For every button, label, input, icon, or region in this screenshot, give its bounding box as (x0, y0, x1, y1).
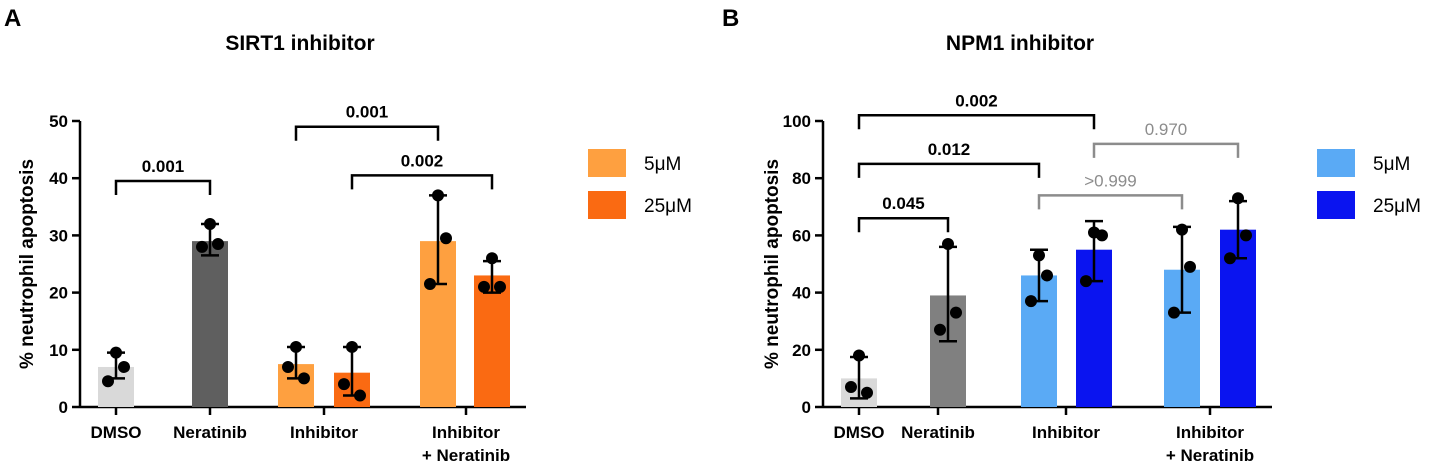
panel-b-data-point (845, 380, 857, 393)
panel-b-category-label: Neratinib (901, 423, 975, 442)
panel-a-data-point (282, 360, 294, 373)
panel-b-data-point (950, 306, 962, 319)
panel-b-y-tick-label: 80 (792, 169, 811, 188)
panel-b-category-label: Inhibitor (1032, 423, 1100, 442)
panel-a-data-point (118, 360, 130, 373)
panel-a-data-point (204, 217, 216, 230)
panel-a-category-label: DMSO (91, 423, 142, 442)
panel-b-data-point (1224, 252, 1236, 265)
panel-a-y-tick-label: 50 (49, 112, 68, 131)
panel-a-p-value-label: 0.001 (142, 157, 185, 176)
panel-a-data-point (212, 237, 224, 250)
panel-a-data-point (354, 389, 366, 402)
panel-a-data-point (478, 280, 490, 293)
panel-a-data-point (494, 280, 506, 293)
panel-b-category-label: Inhibitor (1176, 423, 1244, 442)
panel-b-data-point (934, 323, 946, 336)
panel-a-p-value-label: 0.001 (346, 103, 389, 122)
panel-b-data-point (1096, 229, 1108, 242)
panel-b-significance-bracket (857, 216, 950, 233)
panel-a-category-label: Inhibitor (290, 423, 358, 442)
panel-b-p-value-label: >0.999 (1084, 171, 1136, 190)
panel-a-y-tick-label: 10 (49, 341, 68, 360)
panel-a-data-point (298, 372, 310, 385)
panel-a-data-point (110, 346, 122, 359)
panel-b-data-point (1168, 306, 1180, 319)
panel-a-data-point (196, 240, 208, 253)
panel-a-significance-bracket (294, 125, 440, 141)
panel-b-legend-swatch (1317, 149, 1355, 177)
panel-b-p-value-label: 0.970 (1145, 120, 1188, 139)
panel-b-data-point (1184, 260, 1196, 273)
panel-a-significance-bracket (350, 174, 494, 190)
panel-a-data-point (486, 252, 498, 265)
panel-a-title: SIRT1 inhibitor (225, 32, 374, 55)
panel-b-letter: B (722, 5, 739, 32)
panel-a-legend-swatch (588, 149, 626, 177)
panel-a-y-tick-label: 30 (49, 226, 68, 245)
panel-b-significance-bracket (1037, 194, 1184, 210)
panel-a-data-point (102, 375, 114, 388)
panel-a-y-tick-label: 0 (59, 398, 68, 417)
panel-b-y-tick-label: 20 (792, 341, 811, 360)
panel-a-y-tick-label: 20 (49, 284, 68, 303)
panel-a-data-point (338, 378, 350, 391)
panel-b-data-point (942, 237, 954, 250)
panel-b-title: NPM1 inhibitor (946, 32, 1094, 55)
panel-b-data-point (1041, 269, 1053, 282)
panel-a-data-point (290, 340, 302, 353)
panel-b-data-point (853, 349, 865, 362)
panel-b-significance-bracket (857, 162, 1041, 178)
panel-b-y-tick-label: 0 (802, 398, 811, 417)
panel-b-significance-bracket (857, 114, 1096, 130)
panel-a-bar (192, 241, 228, 407)
panel-a-p-value-label: 0.002 (401, 151, 444, 170)
panel-a-letter: A (4, 5, 21, 32)
panel-b-legend-label: 5μM (1373, 154, 1410, 175)
panel-a-category-label: Inhibitor (432, 423, 500, 442)
panel-b-data-point (861, 386, 873, 399)
panel-b-p-value-label: 0.012 (928, 140, 971, 159)
panel-a-y-tick-label: 40 (49, 169, 68, 188)
panel-b-y-tick-label: 100 (783, 112, 811, 131)
panel-b-data-point (1240, 229, 1252, 242)
panel-a-data-point (432, 189, 444, 202)
panel-b-category-label: DMSO (834, 423, 885, 442)
panel-a-plot: 0 10 20 30 40 50 DMSO Neratinib Inhibitor Inhibit… (49, 103, 692, 465)
panel-b-y-axis-label: % neutrophil apoptosis (762, 159, 783, 369)
panel-b-legend-swatch (1317, 191, 1355, 219)
panel-a-data-point (424, 278, 436, 291)
panel-b-y-tick-label: 60 (792, 226, 811, 245)
panel-a-data-point (346, 340, 358, 353)
panel-b-legend-label: 25μM (1373, 196, 1421, 217)
panel-a-category-label: Neratinib (173, 423, 247, 442)
panel-b-data-point (1176, 223, 1188, 236)
panel-a-legend-swatch (588, 191, 626, 219)
panel-b-data-point (1033, 249, 1045, 262)
panel-b-p-value-label: 0.002 (955, 91, 998, 110)
panel-a-legend-label: 5μM (644, 154, 681, 175)
panel-b-significance-bracket (1092, 142, 1240, 158)
panel-b-data-point (1080, 275, 1092, 288)
panel-b-plot: 0 20 40 60 80 100 DMSO Neratinib Inhibitor Inhibi… (783, 91, 1421, 465)
panel-b-category-label: + Neratinib (1166, 446, 1254, 465)
panel-a-bar (474, 275, 510, 407)
panel-a-legend-label: 25μM (644, 196, 692, 217)
panel-b-y-tick-label: 40 (792, 284, 811, 303)
panel-a-data-point (440, 232, 452, 245)
panel-a-category-label: + Neratinib (422, 446, 510, 465)
panel-b-p-value-label: 0.045 (882, 194, 925, 213)
panel-b-data-point (1232, 192, 1244, 205)
panel-a-significance-bracket (114, 179, 212, 196)
panel-a-y-axis-label: % neutrophil apoptosis (17, 159, 38, 369)
panel-b-data-point (1025, 295, 1037, 308)
